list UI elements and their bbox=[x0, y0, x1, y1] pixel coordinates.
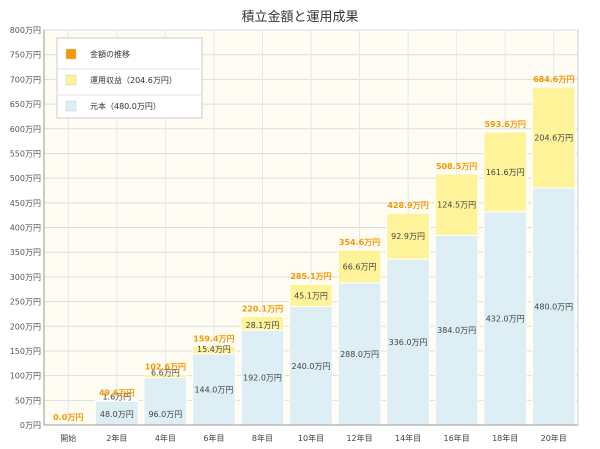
principal-label: 192.0万円 bbox=[243, 374, 282, 383]
total-label: 49.6万円 bbox=[99, 389, 135, 398]
principal-label: 144.0万円 bbox=[194, 385, 233, 394]
total-label: 0.0万円 bbox=[53, 413, 83, 422]
y-tick-label: 300万円 bbox=[10, 273, 41, 282]
bar-principal bbox=[434, 234, 479, 426]
return-label: 28.1万円 bbox=[246, 321, 280, 330]
legend-box bbox=[56, 37, 203, 119]
total-label: 508.5万円 bbox=[436, 162, 477, 171]
return-label: 66.6万円 bbox=[343, 262, 377, 271]
y-tick-label: 600万円 bbox=[10, 125, 41, 134]
legend-item-return: 運用収益（204.6万円） bbox=[65, 74, 177, 86]
return-label: 161.6万円 bbox=[486, 168, 525, 177]
bar-return bbox=[192, 345, 236, 355]
bar-return bbox=[531, 86, 576, 189]
total-label: 102.6万円 bbox=[145, 362, 186, 371]
x-tick-label: 4年目 bbox=[155, 433, 176, 443]
y-tick-label: 200万円 bbox=[10, 322, 41, 331]
principal-label: 336.0万円 bbox=[389, 338, 428, 347]
legend-swatch bbox=[65, 100, 77, 112]
return-label: 92.9万円 bbox=[391, 232, 425, 241]
x-tick-label: 6年目 bbox=[203, 433, 224, 443]
principal-label: 240.0万円 bbox=[292, 362, 331, 371]
y-tick-label: 50万円 bbox=[15, 396, 41, 405]
total-label: 159.4万円 bbox=[193, 334, 234, 343]
x-tick-label: 12年目 bbox=[346, 433, 372, 443]
legend-item-principal: 元本（480.0万円） bbox=[65, 100, 161, 112]
y-tick-label: 100万円 bbox=[10, 372, 41, 381]
bar-return bbox=[289, 283, 333, 307]
y-tick-label: 550万円 bbox=[10, 149, 41, 158]
x-tick-label: 開始 bbox=[60, 433, 76, 443]
bar-principal bbox=[240, 329, 285, 426]
y-tick-label: 700万円 bbox=[10, 75, 41, 84]
total-label: 593.6万円 bbox=[485, 120, 526, 129]
bar-principal bbox=[192, 353, 236, 426]
bar-return bbox=[337, 249, 382, 284]
x-tick-label: 20年目 bbox=[541, 433, 567, 443]
x-tick-label: 14年目 bbox=[395, 433, 421, 443]
y-tick-label: 150万円 bbox=[10, 347, 41, 356]
legend-label: 運用収益（204.6万円） bbox=[90, 75, 177, 85]
return-label: 6.6万円 bbox=[151, 369, 180, 378]
bar-return bbox=[434, 173, 479, 236]
legend-label: 元本（480.0万円） bbox=[90, 101, 161, 111]
y-tick-label: 800万円 bbox=[10, 26, 41, 35]
chart-title: 積立金額と運用成果 bbox=[241, 9, 358, 25]
y-tick-label: 500万円 bbox=[10, 174, 41, 183]
legend-item-total: 金額の推移 bbox=[65, 48, 130, 60]
y-axis: 0万円 50万円 100万円 150万円 200万円 250万円 300万円 350万円 400… bbox=[10, 26, 45, 430]
bar-return bbox=[240, 315, 285, 331]
x-tick-label: 2年目 bbox=[106, 433, 127, 443]
x-tick-label: 18年目 bbox=[492, 433, 518, 443]
x-tick-label: 8年目 bbox=[252, 433, 273, 443]
total-label: 285.1万円 bbox=[290, 272, 331, 281]
legend-swatch bbox=[65, 74, 77, 86]
y-tick-label: 650万円 bbox=[10, 100, 41, 109]
x-tick-label: 10年目 bbox=[298, 433, 324, 443]
principal-label: 384.0万円 bbox=[437, 326, 476, 335]
bar-return bbox=[143, 373, 188, 379]
bar-return bbox=[386, 212, 430, 260]
return-label: 124.5万円 bbox=[437, 201, 476, 210]
y-tick-label: 450万円 bbox=[10, 199, 41, 208]
total-label: 354.6万円 bbox=[339, 238, 380, 247]
y-tick-label: 250万円 bbox=[10, 298, 41, 307]
y-tick-label: 400万円 bbox=[10, 224, 41, 233]
x-tick-label: 16年目 bbox=[444, 433, 470, 443]
return-label: 45.1万円 bbox=[294, 291, 328, 300]
return-label: 15.4万円 bbox=[197, 345, 231, 354]
principal-label: 480.0万円 bbox=[534, 303, 573, 312]
bar-principal bbox=[386, 258, 430, 426]
return-label: 204.6万円 bbox=[534, 133, 573, 142]
principal-label: 48.0万円 bbox=[100, 410, 134, 419]
total-label: 428.9万円 bbox=[387, 201, 428, 210]
y-tick-label: 350万円 bbox=[10, 248, 41, 257]
y-tick-label: 750万円 bbox=[10, 51, 41, 60]
y-tick-label: 0万円 bbox=[20, 421, 41, 430]
bar-return bbox=[94, 400, 139, 402]
x-axis: 開始 2年目 4年目 6年目 8年目 10年目 12年目 14年目 16年目 18年目 20年目 bbox=[44, 424, 578, 443]
return-label: 1.6万円 bbox=[102, 392, 131, 401]
principal-label: 432.0万円 bbox=[486, 314, 525, 323]
bar-principal bbox=[337, 282, 382, 426]
legend-swatch bbox=[65, 48, 77, 60]
principal-label: 288.0万円 bbox=[340, 350, 379, 359]
total-label: 220.1万円 bbox=[242, 304, 283, 313]
total-label: 684.6万円 bbox=[533, 75, 574, 84]
legend-label: 金額の推移 bbox=[90, 49, 130, 59]
bar-return bbox=[483, 131, 528, 213]
bar-principal bbox=[531, 187, 576, 426]
principal-label: 96.0万円 bbox=[148, 410, 182, 419]
